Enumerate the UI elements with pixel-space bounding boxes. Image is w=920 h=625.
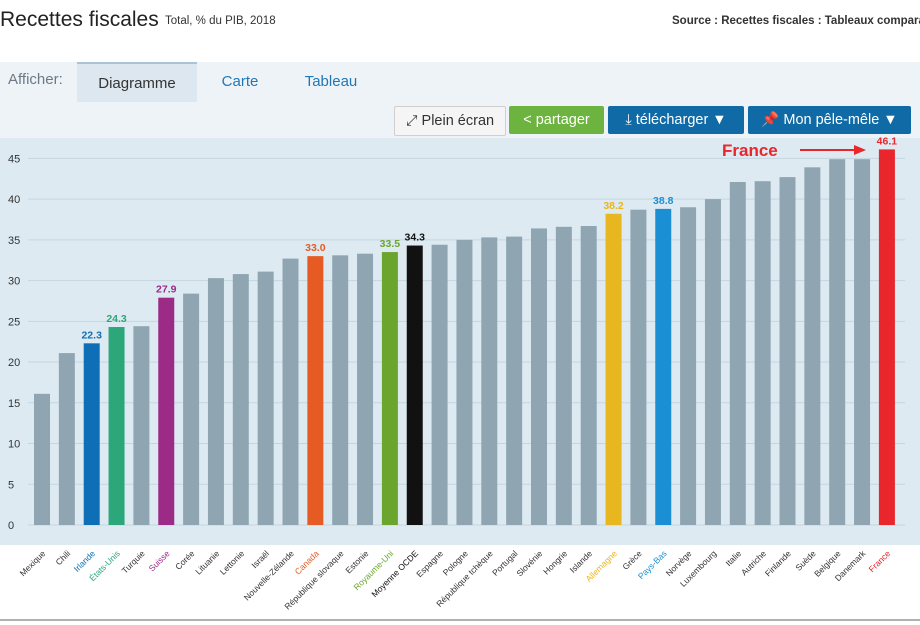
x-tick-label: Mexique (18, 548, 48, 578)
y-tick-label: 25 (8, 316, 20, 328)
bar-Mexique (34, 393, 50, 525)
data-label: 38.8 (653, 195, 674, 207)
x-tick-label: Lettonie (218, 548, 247, 577)
download-button[interactable]: ⤓ télécharger ▼ (608, 106, 744, 134)
bar-Israël (257, 271, 274, 525)
tab-tableau[interactable]: Tableau (304, 73, 358, 90)
bar-France (878, 149, 895, 525)
data-label: 27.9 (156, 284, 177, 296)
france-annotation: France (722, 141, 778, 160)
bar-Royaume-Uni (381, 252, 398, 525)
fullscreen-icon: ⤢ (405, 113, 418, 129)
y-tick-label: 0 (8, 520, 14, 532)
y-tick-label: 30 (8, 276, 20, 288)
x-tick-label: Italie (723, 548, 743, 568)
y-tick-label: 10 (8, 439, 20, 451)
bar-Nouvelle-Zélande (282, 258, 299, 525)
bar-République slovaque (332, 255, 349, 526)
x-tick-label: Hongrie (541, 548, 569, 576)
bar-États-Unis (108, 327, 125, 525)
bar-Moyenne OCDE (406, 245, 423, 525)
x-tick-label: Lituanie (193, 548, 221, 576)
bar-Espagne (431, 244, 448, 525)
bar-Lituanie (207, 278, 224, 525)
pele-mele-label: Mon pêle-mêle ▼ (783, 112, 898, 128)
y-tick-label: 35 (8, 235, 20, 247)
header-bar (0, 0, 920, 62)
bar-Belgique (829, 159, 846, 525)
bar-Slovénie (531, 228, 547, 525)
bar-Norvège (680, 207, 697, 525)
share-icon: < (523, 112, 532, 128)
share-label: partager (535, 112, 590, 128)
y-tick-label: 15 (8, 398, 20, 410)
bar-République tchèque (481, 237, 498, 525)
bar-Autriche (754, 181, 771, 526)
x-tick-label: Turquie (120, 548, 147, 575)
bar-Allemagne (605, 213, 622, 526)
y-tick-label: 20 (8, 357, 20, 369)
download-label: télécharger ▼ (635, 112, 727, 128)
bar-Lettonie (232, 274, 249, 525)
bar-Danemark (854, 159, 871, 525)
bar-Suisse (158, 297, 175, 525)
x-tick-label: Finlande (763, 548, 793, 578)
bar-Finlande (779, 177, 796, 525)
download-icon: ⤓ (625, 112, 632, 128)
y-tick-label: 5 (8, 479, 14, 491)
x-tick-label: Israël (249, 548, 271, 570)
data-label: 22.3 (81, 329, 102, 341)
bar-Canada (307, 256, 324, 525)
tab-carte[interactable]: Carte (221, 73, 259, 90)
share-button[interactable]: < partager (509, 106, 604, 134)
bar-Estonie (357, 253, 374, 525)
y-tick-label: 45 (8, 153, 20, 165)
fullscreen-label: Plein écran (421, 113, 495, 129)
data-label: 34.3 (405, 232, 426, 244)
bar-Pologne (456, 239, 473, 525)
bar-Grèce (630, 209, 647, 525)
bar-Turquie (133, 326, 150, 525)
x-tick-label: France (867, 548, 893, 574)
data-label: 24.3 (106, 313, 127, 325)
pele-mele-button[interactable]: 📌 Mon pêle-mêle ▼ (748, 106, 911, 134)
bar-Pays-Bas (655, 208, 672, 525)
bar-Corée (183, 293, 200, 525)
page-subtitle: Total, % du PIB, 2018 (165, 15, 276, 27)
data-label: 33.0 (305, 242, 326, 254)
bar-Chili (58, 353, 75, 525)
tab-diagramme[interactable]: Diagramme (77, 62, 197, 102)
bar-Hongrie (555, 226, 572, 525)
y-tick-label: 40 (8, 194, 20, 206)
data-label: 33.5 (380, 238, 401, 250)
pin-icon: 📌 (761, 112, 780, 128)
bar-Suède (804, 167, 821, 526)
bar-Luxembourg (704, 199, 721, 525)
x-tick-label: Chili (54, 548, 73, 567)
fullscreen-button[interactable]: ⤢ Plein écran (394, 106, 506, 136)
x-tick-label: Suisse (147, 548, 172, 573)
data-label: 38.2 (603, 200, 624, 212)
data-label: 46.1 (877, 135, 898, 147)
page-title: Recettes fiscales (0, 8, 159, 31)
bar-Islande (580, 225, 597, 525)
bottom-divider (0, 619, 920, 621)
annotation-arrow-head (854, 145, 866, 155)
bar-Portugal (506, 236, 523, 525)
bar-Italie (729, 181, 746, 525)
afficher-label: Afficher: (8, 71, 63, 88)
x-tick-label: Espagne (414, 548, 445, 579)
x-tick-label: Slovénie (514, 548, 544, 578)
source-text: Source : Recettes fiscales : Tableaux co… (672, 15, 920, 27)
bar-Irlande (83, 343, 100, 525)
